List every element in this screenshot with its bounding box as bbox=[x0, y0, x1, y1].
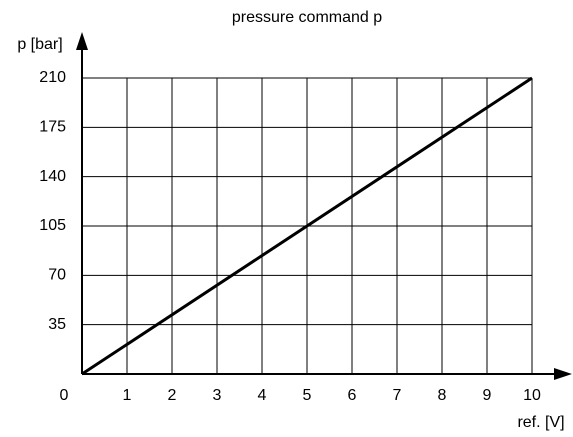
y-tick-label: 105 bbox=[39, 217, 66, 234]
x-tick-label: 7 bbox=[393, 387, 402, 404]
x-tick-label: 3 bbox=[213, 387, 222, 404]
chart-title: pressure command p bbox=[232, 9, 382, 26]
y-tick-label: 175 bbox=[39, 119, 66, 136]
x-tick-label: 2 bbox=[168, 387, 177, 404]
y-tick-label: 140 bbox=[39, 168, 66, 185]
x-tick-label: 8 bbox=[438, 387, 447, 404]
x-axis-arrow bbox=[554, 368, 572, 380]
y-tick-label: 210 bbox=[39, 69, 66, 86]
x-tick-label: 10 bbox=[523, 387, 541, 404]
y-tick-label: 70 bbox=[48, 267, 66, 284]
y-axis-arrow bbox=[76, 32, 88, 50]
y-tick-label: 35 bbox=[48, 316, 66, 333]
y-axis-label: p [bar] bbox=[17, 36, 62, 53]
x-axis-label: ref. [V] bbox=[517, 414, 564, 431]
x-tick-label: 5 bbox=[303, 387, 312, 404]
x-tick-label: 9 bbox=[483, 387, 492, 404]
x-tick-label: 1 bbox=[123, 387, 132, 404]
data-line bbox=[81, 76, 533, 376]
x-tick-label: 0 bbox=[60, 387, 69, 404]
x-tick-label: 4 bbox=[258, 387, 267, 404]
x-tick-label: 6 bbox=[348, 387, 357, 404]
